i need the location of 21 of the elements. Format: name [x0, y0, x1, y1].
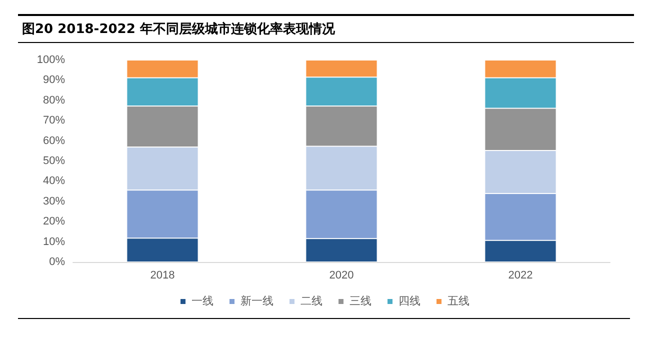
chart-title: 图20 2018-2022 年不同层级城市连锁化率表现情况: [18, 14, 634, 43]
legend-label: 新一线: [240, 294, 274, 308]
x-tick-label: 2020: [329, 270, 354, 282]
y-tick-label: 70%: [42, 114, 66, 127]
x-tick-label: 2022: [508, 270, 533, 282]
y-tick-label: 10%: [42, 236, 66, 248]
legend-label: 四线: [398, 294, 420, 308]
y-tick-label: 80%: [42, 94, 66, 106]
legend-label: 五线: [448, 294, 470, 308]
y-tick-label: 0%: [49, 256, 66, 268]
y-tick-label: 30%: [42, 195, 66, 208]
y-tick-label: 40%: [42, 175, 66, 188]
legend-label: 一线: [192, 294, 214, 308]
legend-label: 三线: [350, 294, 372, 308]
legend-label: 二线: [300, 294, 322, 308]
x-tick-label: 2018: [150, 270, 175, 282]
y-tick-label: 100%: [36, 54, 66, 66]
y-tick-label: 20%: [42, 216, 66, 228]
y-tick-label: 60%: [42, 134, 66, 147]
y-tick-label: 90%: [42, 74, 66, 86]
y-tick-label: 50%: [42, 155, 66, 167]
